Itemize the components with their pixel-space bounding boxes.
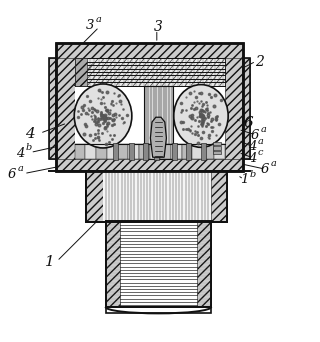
Text: 4: 4 [248,141,256,154]
Text: a: a [18,164,23,173]
Bar [96,144,107,159]
Bar [171,144,182,159]
Bar [186,143,191,160]
Bar [214,144,225,159]
Text: a: a [96,15,102,24]
Polygon shape [56,43,75,171]
Polygon shape [56,159,243,171]
Bar [128,144,139,159]
Polygon shape [150,117,166,157]
Bar [213,146,221,149]
Bar [243,58,250,159]
Bar [139,144,150,159]
Bar [129,143,134,160]
Bar [75,58,87,86]
Bar [86,171,227,222]
Text: a: a [258,137,263,146]
Text: a: a [261,125,267,134]
Polygon shape [211,171,227,222]
Bar [75,144,85,159]
Text: 6: 6 [8,168,16,181]
Bar [201,143,206,160]
Bar [182,144,193,159]
Bar [213,142,221,145]
Polygon shape [86,171,103,222]
Polygon shape [56,43,243,58]
Bar [56,43,243,171]
Bar [192,144,203,159]
Polygon shape [197,221,211,307]
Bar [56,43,243,171]
Text: 6: 6 [243,116,253,130]
Bar [86,171,227,222]
Text: 6: 6 [251,129,259,142]
Bar [75,58,225,159]
Text: a: a [270,159,276,169]
Bar [143,143,148,160]
Bar [172,143,177,160]
Polygon shape [106,221,120,307]
Bar [154,143,159,160]
Bar [203,144,214,159]
Bar [75,58,225,86]
Bar [144,86,173,159]
Text: b: b [26,143,32,152]
Text: b: b [250,170,256,179]
Polygon shape [243,58,250,159]
Text: 3: 3 [154,20,163,34]
Bar [106,221,211,307]
Polygon shape [225,43,243,171]
Bar [113,143,118,160]
Text: 4: 4 [26,127,35,141]
Text: 2: 2 [255,55,264,69]
Bar [160,144,171,159]
Text: 1: 1 [240,173,248,186]
Bar [56,43,243,171]
Bar [106,307,211,313]
Bar [106,221,211,307]
Bar [213,151,221,154]
Bar [85,144,96,159]
Ellipse shape [74,84,132,148]
Text: 6: 6 [260,163,269,176]
Text: 4: 4 [248,152,256,165]
Bar [49,58,56,159]
Ellipse shape [174,84,228,147]
Polygon shape [49,58,56,159]
Text: c: c [258,148,263,157]
Text: 3: 3 [86,19,94,32]
Text: 1: 1 [45,255,54,269]
Bar [103,171,211,222]
Bar [149,144,160,159]
Text: 4: 4 [16,147,24,160]
Bar [107,144,117,159]
Bar [117,144,128,159]
